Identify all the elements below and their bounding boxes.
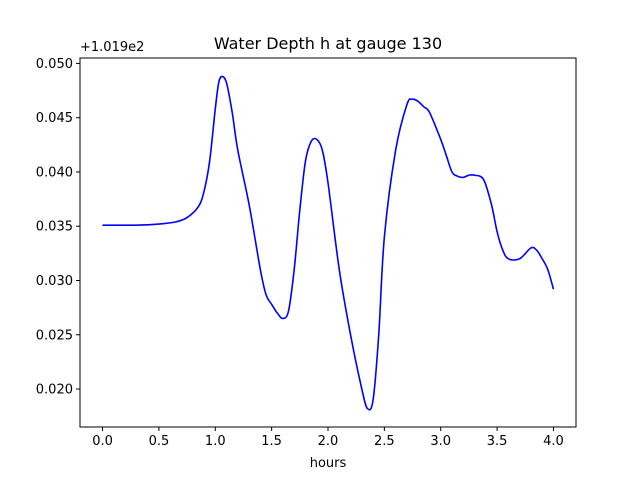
x-tick-label: 0.0 (92, 434, 113, 449)
y-tick-label: 0.045 (36, 111, 73, 126)
series-line (102, 75, 555, 411)
x-tick-label: 3.5 (487, 434, 508, 449)
x-axis-label: hours (310, 456, 347, 471)
x-tick-label: 3.0 (430, 434, 451, 449)
x-tick-label: 0.5 (149, 434, 170, 449)
axes-frame (79, 57, 577, 428)
plot-area: 0.0 0.5 1.0 1.5 2.0 2.5 3.0 3.5 4.0 0.020 0.025 0.0… (36, 57, 564, 449)
x-tick-label: 1.5 (261, 434, 282, 449)
chart-title: Water Depth h at gauge 130 (214, 34, 442, 53)
x-tick-label: 4.0 (543, 434, 564, 449)
y-tick-label: 0.020 (36, 383, 73, 398)
x-tick-label: 1.0 (205, 434, 226, 449)
y-offset-label: +1.019e2 (80, 40, 144, 55)
y-tick-label: 0.025 (36, 328, 73, 343)
y-tick-label: 0.030 (36, 274, 73, 289)
x-tick-label: 2.5 (374, 434, 395, 449)
y-tick-label: 0.040 (36, 165, 73, 180)
y-tick-label: 0.050 (36, 57, 73, 72)
x-tick-label: 2.0 (318, 434, 339, 449)
y-tick-label: 0.035 (36, 220, 73, 235)
